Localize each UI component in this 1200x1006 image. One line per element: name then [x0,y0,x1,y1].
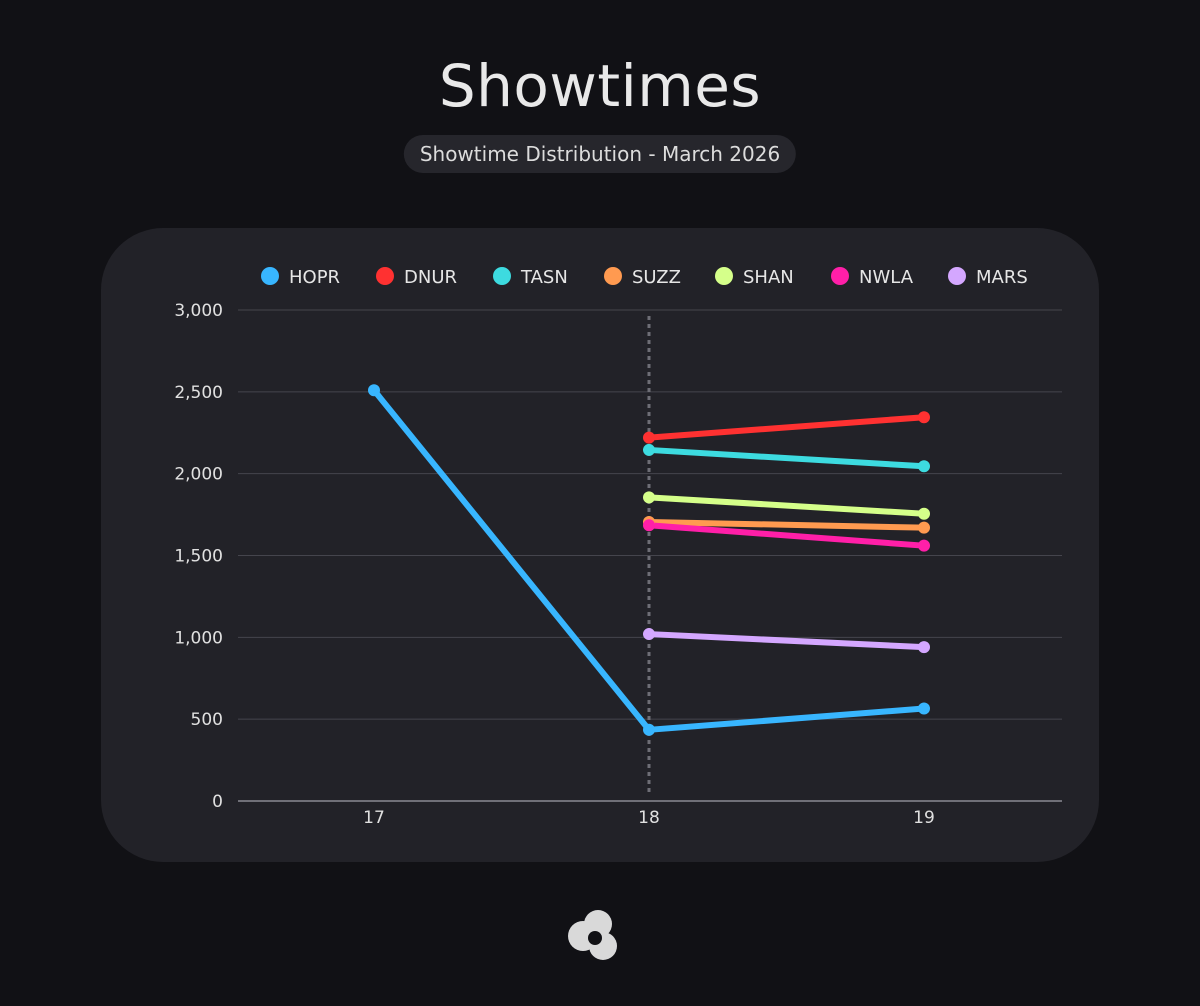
series-line-mars [646,631,927,651]
y-tick-label: 1,000 [174,628,223,648]
x-tick-label: 18 [638,808,660,828]
series-line-shan [646,494,927,517]
x-tick-label: 19 [913,808,935,828]
data-point-hopr [368,384,380,397]
series-line-tasn [646,446,927,470]
legend-label: NWLA [859,267,914,288]
y-tick-label: 3,000 [174,301,223,321]
data-point-nwla [643,519,655,532]
data-point-nwla [918,539,930,552]
legend-label: SUZZ [632,267,681,288]
legend-label: DNUR [404,267,457,288]
legend-label: MARS [976,267,1028,288]
data-point-hopr [918,702,930,715]
chart-title: Showtimes [438,52,762,120]
legend-marker-mars [948,267,966,285]
legend-marker-nwla [831,267,849,285]
x-tick-label: 17 [363,808,385,828]
y-tick-label: 2,000 [174,465,223,485]
data-point-mars [918,641,930,654]
y-tick-label: 500 [191,710,223,730]
y-tick-label: 1,500 [174,547,223,567]
legend-marker-tasn [493,267,511,285]
series-line-nwla [646,522,927,549]
data-point-dnur [643,431,655,444]
chart-card: 0 500 1,000 1,500 2,000 2,500 3,000 17 18 19 HOPR D… [101,228,1099,862]
y-tick-label: 2,500 [174,383,223,403]
data-point-dnur [918,411,930,424]
data-point-tasn [643,443,655,456]
y-tick-label: 0 [212,792,223,812]
data-point-shan [918,507,930,520]
legend-marker-suzz [604,267,622,285]
data-point-tasn [918,460,930,473]
data-point-shan [643,491,655,504]
series-line-suzz [646,518,927,531]
legend-marker-shan [715,267,733,285]
data-point-mars [643,628,655,641]
legend-label: SHAN [743,267,794,288]
legend-label: TASN [520,267,568,288]
series-line-dnur [646,414,927,441]
data-point-suzz [918,521,930,534]
data-point-hopr [643,723,655,736]
legend-marker-dnur [376,267,394,285]
legend-label: HOPR [289,267,340,288]
brand-logo-icon [568,910,617,960]
line-chart: 0 500 1,000 1,500 2,000 2,500 3,000 17 18 19 HOPR D… [174,267,1062,828]
chart-subtitle: Showtime Distribution - March 2026 [403,135,797,173]
legend-marker-hopr [261,267,279,285]
